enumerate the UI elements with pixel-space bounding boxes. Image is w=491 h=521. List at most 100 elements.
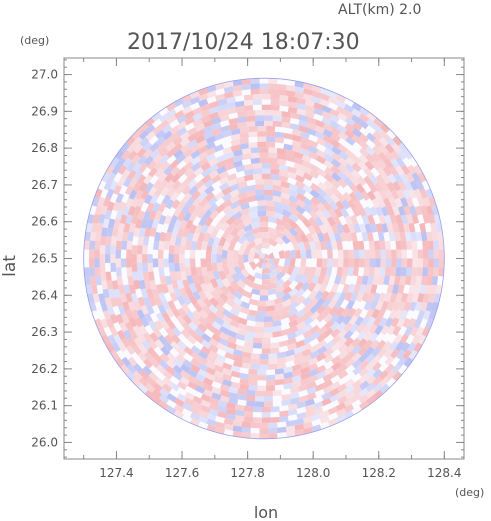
radar-cell xyxy=(226,407,236,415)
radar-cell xyxy=(319,87,330,96)
radar-cell xyxy=(357,338,368,349)
radar-cell xyxy=(121,149,131,161)
radar-cell xyxy=(101,172,111,183)
radar-cell xyxy=(329,387,340,397)
radar-cell xyxy=(200,345,211,355)
radar-cell xyxy=(386,181,396,192)
radar-cell xyxy=(213,285,224,296)
radar-cell xyxy=(300,148,311,157)
radar-cell xyxy=(267,288,278,296)
radar-cell xyxy=(268,422,278,429)
radar-cell xyxy=(259,433,269,439)
radar-cell xyxy=(314,125,325,134)
radar-cell xyxy=(384,189,394,200)
radar-cell xyxy=(126,363,137,374)
radar-cell xyxy=(298,119,309,128)
radar-cell xyxy=(250,88,260,95)
radar-cell xyxy=(200,109,211,118)
radar-cell xyxy=(110,156,120,168)
radar-cell xyxy=(190,364,201,374)
radar-cell xyxy=(281,399,291,406)
radar-cell xyxy=(304,409,315,418)
radar-cell xyxy=(261,242,271,249)
radar-cell xyxy=(373,389,384,400)
radar-cell xyxy=(293,352,304,360)
radar-cell xyxy=(329,114,340,124)
radar-cell xyxy=(180,236,188,246)
radar-cell xyxy=(337,389,348,399)
radar-cell xyxy=(226,249,234,259)
radar-cell xyxy=(108,288,116,299)
radar-cell xyxy=(232,354,243,363)
radar-cell xyxy=(215,203,226,214)
radar-cell xyxy=(298,384,309,392)
radar-cell xyxy=(344,149,355,159)
radar-cell xyxy=(259,353,269,360)
radar-cell xyxy=(405,172,415,183)
radar-cell xyxy=(280,265,290,275)
radar-cell xyxy=(321,116,332,126)
radar-cell xyxy=(197,316,208,327)
y-tick-label: 26.2 xyxy=(31,362,58,376)
radar-cell xyxy=(232,154,243,163)
radar-cell xyxy=(310,182,321,193)
radar-cell xyxy=(335,314,346,325)
radar-cell xyxy=(117,329,126,341)
radar-cell xyxy=(157,304,167,315)
radar-cell xyxy=(234,100,245,108)
radar-cell xyxy=(217,104,228,112)
radar-cell xyxy=(384,317,394,328)
radar-cell xyxy=(285,425,296,433)
radar-cell xyxy=(122,301,131,312)
radar-cell xyxy=(147,160,157,171)
radar-cell xyxy=(369,174,379,185)
radar-cell xyxy=(315,209,326,220)
radar-cell xyxy=(337,383,348,393)
radar-cell xyxy=(184,116,195,126)
radar-cell xyxy=(119,214,128,225)
radar-cell xyxy=(237,272,247,283)
radar-cell xyxy=(293,357,304,366)
radar-cell xyxy=(391,249,397,259)
radar-cell xyxy=(198,350,209,360)
radar-cell xyxy=(295,168,306,178)
radar-cell xyxy=(417,293,425,303)
x-axis-label: lon xyxy=(254,503,278,521)
radar-cell xyxy=(179,131,190,141)
radar-cell xyxy=(198,216,208,227)
radar-cell xyxy=(255,396,264,402)
radar-cell xyxy=(296,212,306,222)
radar-cell xyxy=(334,232,342,242)
radar-cell xyxy=(166,187,176,198)
radar-cell xyxy=(176,347,187,357)
radar-cell xyxy=(336,321,347,332)
radar-cell xyxy=(353,258,360,268)
radar-cell xyxy=(281,305,292,314)
radar-cell xyxy=(98,213,106,224)
radar-cell xyxy=(390,150,401,161)
radar-cell xyxy=(367,292,376,303)
radar-cell xyxy=(316,194,327,205)
radar-cell xyxy=(158,240,165,250)
radar-cell xyxy=(174,110,185,120)
radar-cell xyxy=(323,313,334,323)
radar-cell xyxy=(232,349,243,357)
radar-cell xyxy=(94,240,101,250)
radar-cell xyxy=(136,197,146,208)
radar-cell xyxy=(300,136,311,145)
radar-cell xyxy=(125,197,134,208)
radar-cell xyxy=(264,396,273,402)
radar-cell xyxy=(314,383,325,392)
radar-cell xyxy=(237,328,248,337)
radar-cell xyxy=(289,258,296,268)
radar-cell xyxy=(411,293,420,303)
radar-cell xyxy=(425,318,434,329)
radar-cell xyxy=(219,384,230,392)
radar-cell xyxy=(365,145,376,156)
radar-cell xyxy=(117,342,127,353)
radar-cell xyxy=(202,274,211,285)
radar-cell xyxy=(189,90,201,99)
radar-cell xyxy=(330,313,340,324)
radar-cell xyxy=(100,205,108,216)
radar-cell xyxy=(180,363,191,374)
